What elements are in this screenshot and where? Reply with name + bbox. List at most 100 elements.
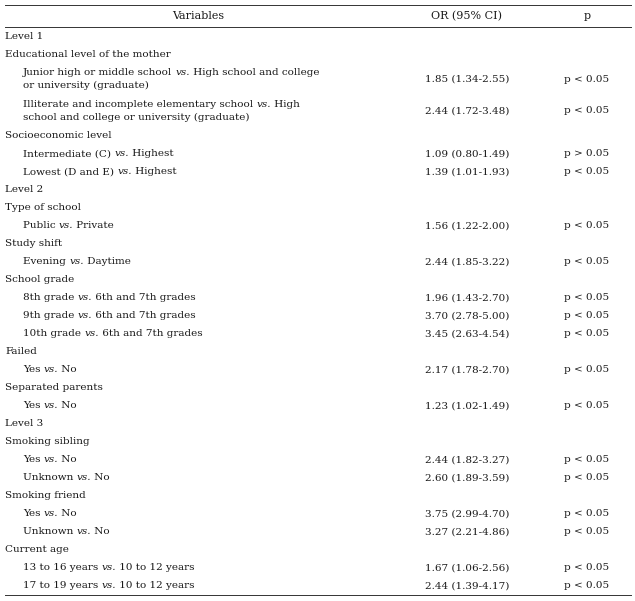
Text: vs.: vs. (44, 401, 58, 410)
Text: Yes: Yes (23, 365, 44, 374)
Text: Intermediate (C): Intermediate (C) (23, 149, 114, 158)
Text: 9th grade: 9th grade (23, 311, 77, 320)
Text: Level 2: Level 2 (5, 185, 43, 194)
Text: p < 0.05: p < 0.05 (565, 582, 610, 591)
Text: High: High (271, 100, 300, 109)
Text: vs.: vs. (77, 293, 92, 302)
Text: Yes: Yes (23, 401, 44, 410)
Text: 10 to 12 years: 10 to 12 years (116, 582, 194, 591)
Text: Public: Public (23, 221, 59, 230)
Text: p < 0.05: p < 0.05 (565, 456, 610, 465)
Text: vs.: vs. (84, 329, 99, 338)
Text: vs.: vs. (69, 257, 84, 266)
Text: p < 0.05: p < 0.05 (565, 293, 610, 302)
Text: or university (graduate): or university (graduate) (23, 81, 149, 90)
Text: 1.09 (0.80-1.49): 1.09 (0.80-1.49) (425, 149, 509, 158)
Text: school and college or university (graduate): school and college or university (gradua… (23, 113, 250, 122)
Text: 1.56 (1.22-2.00): 1.56 (1.22-2.00) (425, 221, 509, 230)
Text: School grade: School grade (5, 275, 74, 284)
Text: 3.70 (2.78-5.00): 3.70 (2.78-5.00) (425, 311, 509, 320)
Text: p < 0.05: p < 0.05 (565, 106, 610, 115)
Text: Private: Private (74, 221, 114, 230)
Text: p < 0.05: p < 0.05 (565, 311, 610, 320)
Text: Daytime: Daytime (84, 257, 131, 266)
Text: 2.60 (1.89-3.59): 2.60 (1.89-3.59) (425, 474, 509, 483)
Text: 13 to 16 years: 13 to 16 years (23, 564, 102, 573)
Text: Socioeconomic level: Socioeconomic level (5, 131, 112, 140)
Text: Smoking sibling: Smoking sibling (5, 438, 90, 447)
Text: p < 0.05: p < 0.05 (565, 221, 610, 230)
Text: 1.85 (1.34-2.55): 1.85 (1.34-2.55) (425, 75, 509, 84)
Text: vs.: vs. (77, 311, 92, 320)
Text: No: No (58, 510, 77, 519)
Text: vs.: vs. (44, 365, 58, 374)
Text: vs.: vs. (102, 564, 116, 573)
Text: vs.: vs. (114, 149, 129, 158)
Text: Type of school: Type of school (5, 203, 81, 212)
Text: 10 to 12 years: 10 to 12 years (116, 564, 194, 573)
Text: Lowest (D and E): Lowest (D and E) (23, 167, 117, 176)
Text: vs.: vs. (102, 582, 116, 591)
Text: No: No (58, 456, 77, 465)
Text: 1.39 (1.01-1.93): 1.39 (1.01-1.93) (425, 167, 509, 176)
Text: 8th grade: 8th grade (23, 293, 77, 302)
Text: vs.: vs. (175, 68, 190, 77)
Text: Failed: Failed (5, 347, 37, 356)
Text: p < 0.05: p < 0.05 (565, 167, 610, 176)
Text: No: No (91, 528, 110, 537)
Text: 1.96 (1.43-2.70): 1.96 (1.43-2.70) (425, 293, 509, 302)
Text: 6th and 7th grades: 6th and 7th grades (99, 329, 203, 338)
Text: 3.75 (2.99-4.70): 3.75 (2.99-4.70) (425, 510, 509, 519)
Text: p < 0.05: p < 0.05 (565, 329, 610, 338)
Text: vs.: vs. (117, 167, 131, 176)
Text: Yes: Yes (23, 456, 44, 465)
Text: p < 0.05: p < 0.05 (565, 474, 610, 483)
Text: Educational level of the mother: Educational level of the mother (5, 50, 171, 59)
Text: p < 0.05: p < 0.05 (565, 257, 610, 266)
Text: Study shift: Study shift (5, 239, 62, 248)
Text: p < 0.05: p < 0.05 (565, 528, 610, 537)
Text: 6th and 7th grades: 6th and 7th grades (92, 311, 196, 320)
Text: Separated parents: Separated parents (5, 383, 103, 392)
Text: vs.: vs. (59, 221, 74, 230)
Text: 17 to 19 years: 17 to 19 years (23, 582, 102, 591)
Text: Highest: Highest (129, 149, 173, 158)
Text: p < 0.05: p < 0.05 (565, 510, 610, 519)
Text: No: No (58, 365, 77, 374)
Text: p < 0.05: p < 0.05 (565, 401, 610, 410)
Text: p < 0.05: p < 0.05 (565, 365, 610, 374)
Text: p < 0.05: p < 0.05 (565, 564, 610, 573)
Text: vs.: vs. (44, 456, 58, 465)
Text: vs.: vs. (44, 510, 58, 519)
Text: 1.67 (1.06-2.56): 1.67 (1.06-2.56) (425, 564, 509, 573)
Text: p: p (584, 11, 591, 21)
Text: p > 0.05: p > 0.05 (565, 149, 610, 158)
Text: Current age: Current age (5, 546, 69, 555)
Text: 2.17 (1.78-2.70): 2.17 (1.78-2.70) (425, 365, 509, 374)
Text: vs.: vs. (77, 528, 91, 537)
Text: Smoking friend: Smoking friend (5, 492, 86, 501)
Text: 2.44 (1.72-3.48): 2.44 (1.72-3.48) (425, 106, 509, 115)
Text: Unknown: Unknown (23, 474, 77, 483)
Text: Junior high or middle school: Junior high or middle school (23, 68, 175, 77)
Text: vs.: vs. (77, 474, 91, 483)
Text: Highest: Highest (131, 167, 177, 176)
Text: 3.45 (2.63-4.54): 3.45 (2.63-4.54) (425, 329, 509, 338)
Text: Yes: Yes (23, 510, 44, 519)
Text: 2.44 (1.39-4.17): 2.44 (1.39-4.17) (425, 582, 509, 591)
Text: 2.44 (1.85-3.22): 2.44 (1.85-3.22) (425, 257, 509, 266)
Text: No: No (58, 401, 77, 410)
Text: OR (95% CI): OR (95% CI) (431, 11, 502, 21)
Text: 3.27 (2.21-4.86): 3.27 (2.21-4.86) (425, 528, 509, 537)
Text: Unknown: Unknown (23, 528, 77, 537)
Text: 10th grade: 10th grade (23, 329, 84, 338)
Text: Level 1: Level 1 (5, 32, 43, 41)
Text: vs.: vs. (257, 100, 271, 109)
Text: No: No (91, 474, 110, 483)
Text: Evening: Evening (23, 257, 69, 266)
Text: p < 0.05: p < 0.05 (565, 75, 610, 84)
Text: Level 3: Level 3 (5, 419, 43, 429)
Text: 6th and 7th grades: 6th and 7th grades (92, 293, 196, 302)
Text: Illiterate and incomplete elementary school: Illiterate and incomplete elementary sch… (23, 100, 257, 109)
Text: 2.44 (1.82-3.27): 2.44 (1.82-3.27) (425, 456, 509, 465)
